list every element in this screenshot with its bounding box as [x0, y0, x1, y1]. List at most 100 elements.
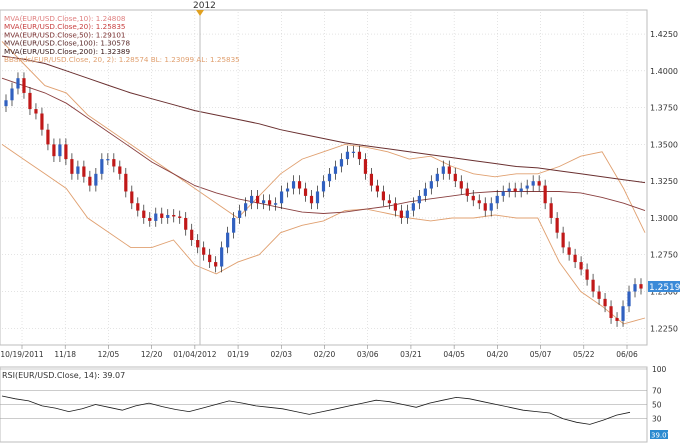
- date-tick-label: 06/06: [616, 350, 638, 359]
- date-tick-label: 03/21: [400, 350, 422, 359]
- candle-bear: [603, 298, 607, 307]
- candle-bear: [393, 203, 397, 211]
- candle-bear: [256, 195, 260, 204]
- candle-bear: [573, 254, 577, 263]
- candle-bull: [339, 159, 344, 167]
- bb-lower-line: [1, 144, 646, 325]
- candle-bull: [273, 203, 278, 205]
- price-tick-label: 1.2750: [650, 251, 678, 260]
- candle-bull: [106, 159, 110, 161]
- bollinger-bands: [1, 41, 646, 325]
- date-tick-label: 05/07: [530, 350, 552, 359]
- date-tick-label: 04/20: [487, 350, 509, 359]
- legend-entry: MVA(EUR/USD.Close,20): 1.25835: [4, 22, 125, 31]
- candle-bull: [226, 232, 230, 248]
- candle-bear: [639, 284, 643, 289]
- legend-entry: BBands(EUR/USD.Close, 20, 2): 1.28574 BL…: [4, 55, 240, 64]
- year-marker-label: 2012: [193, 1, 216, 11]
- candle-bull: [244, 203, 248, 211]
- date-tick-label: 05/22: [573, 350, 595, 359]
- candle-bull: [519, 188, 523, 192]
- candle-bull: [58, 144, 62, 157]
- candle-bull: [250, 195, 254, 204]
- date-tick-label: 03/06: [357, 350, 379, 359]
- indicator-legend: MVA(EUR/USD.Close,10): 1.24808MVA(EUR/US…: [4, 14, 240, 64]
- rsi-tick-label: 100: [652, 365, 667, 374]
- candle-bear: [399, 210, 403, 218]
- candle-bear: [28, 92, 32, 110]
- legend-entry: MVA(EUR/USD.Close,200): 1.32389: [4, 47, 130, 56]
- candle-bear: [267, 200, 272, 205]
- candle-bear: [585, 269, 589, 280]
- candle-bear: [471, 195, 475, 201]
- candle-bear: [363, 159, 368, 174]
- candle-bear: [369, 173, 374, 186]
- candle-bear: [381, 191, 386, 201]
- rsi-axis: 30 50 70 100: [652, 365, 667, 424]
- price-tick-label: 1.2250: [650, 324, 678, 333]
- candle-bear: [579, 262, 583, 270]
- date-tick-label: 02/20: [314, 350, 336, 359]
- candle-bear: [459, 181, 463, 189]
- ma-mid-line: [1, 77, 646, 214]
- price-axis: 1.2250 1.2500 1.2750 1.3000 1.3250 1.3500 1.37…: [650, 30, 678, 333]
- candle-bear: [130, 191, 134, 204]
- candle-bear: [118, 166, 122, 174]
- candle-bull: [405, 210, 409, 218]
- candle-bear: [52, 144, 56, 157]
- current-price-tag: 1.25194: [648, 281, 680, 293]
- price-tick-label: 1.3750: [650, 104, 678, 113]
- rsi-value-label: 39.07: [651, 432, 671, 440]
- candle-bull: [232, 217, 236, 233]
- date-tick-label: 12/05: [98, 350, 120, 359]
- candle-bull: [489, 203, 493, 211]
- candle-bear: [387, 200, 391, 204]
- candle-bear: [160, 213, 164, 218]
- candle-bull: [315, 191, 320, 204]
- date-tick-label: 12/20: [141, 350, 163, 359]
- candle-bear: [567, 247, 571, 255]
- candle-bear: [591, 279, 595, 292]
- date-tick-label: 01/04/2012: [173, 350, 216, 359]
- current-price-label: 1.25194: [649, 283, 680, 293]
- price-tick-label: 1.4250: [650, 30, 678, 39]
- candle-bear: [447, 166, 451, 174]
- candle-bull: [423, 188, 427, 196]
- candle-bear: [453, 173, 457, 182]
- bb-upper-line: [1, 41, 646, 233]
- candle-bull: [76, 166, 80, 174]
- candle-bull: [621, 306, 625, 321]
- candle-bear: [88, 176, 92, 186]
- candle-bull: [10, 88, 14, 101]
- candle-bear: [82, 166, 86, 177]
- candle-bull: [495, 195, 499, 204]
- candle-bull: [321, 181, 326, 192]
- price-tick-label: 1.3250: [650, 177, 678, 186]
- price-tick-label: 1.4000: [650, 67, 678, 76]
- candle-bull: [531, 181, 535, 186]
- date-axis: 10/19/2011 11/18 12/05 12/20 01/04/2012 01/19…: [0, 345, 638, 359]
- candle-bull: [261, 200, 266, 204]
- candle-bull: [100, 159, 104, 174]
- rsi-tick-label: 70: [652, 386, 662, 395]
- candle-bear: [513, 188, 517, 192]
- legend-entry: MVA(EUR/USD.Close,10): 1.24808: [4, 14, 126, 23]
- price-tick-label: 1.2500: [650, 288, 678, 297]
- candle-bear: [124, 173, 128, 192]
- candle-bear: [561, 232, 565, 248]
- candle-bear: [214, 262, 218, 267]
- date-tick-label: 02/03: [270, 350, 292, 359]
- candle-bear: [136, 203, 140, 211]
- candle-bull: [633, 284, 637, 292]
- rsi-tick-label: 30: [652, 415, 662, 424]
- year-marker: 2012: [193, 1, 216, 345]
- candle-bull: [291, 181, 296, 189]
- price-tick-label: 1.3000: [650, 214, 678, 223]
- legend-entry: MVA(EUR/USD.Close,100): 1.30578: [4, 39, 130, 48]
- candle-bear: [112, 159, 116, 167]
- candle-bull: [285, 188, 290, 192]
- candle-bear: [64, 144, 68, 160]
- candle-bull: [154, 213, 158, 221]
- candle-bear: [537, 181, 541, 186]
